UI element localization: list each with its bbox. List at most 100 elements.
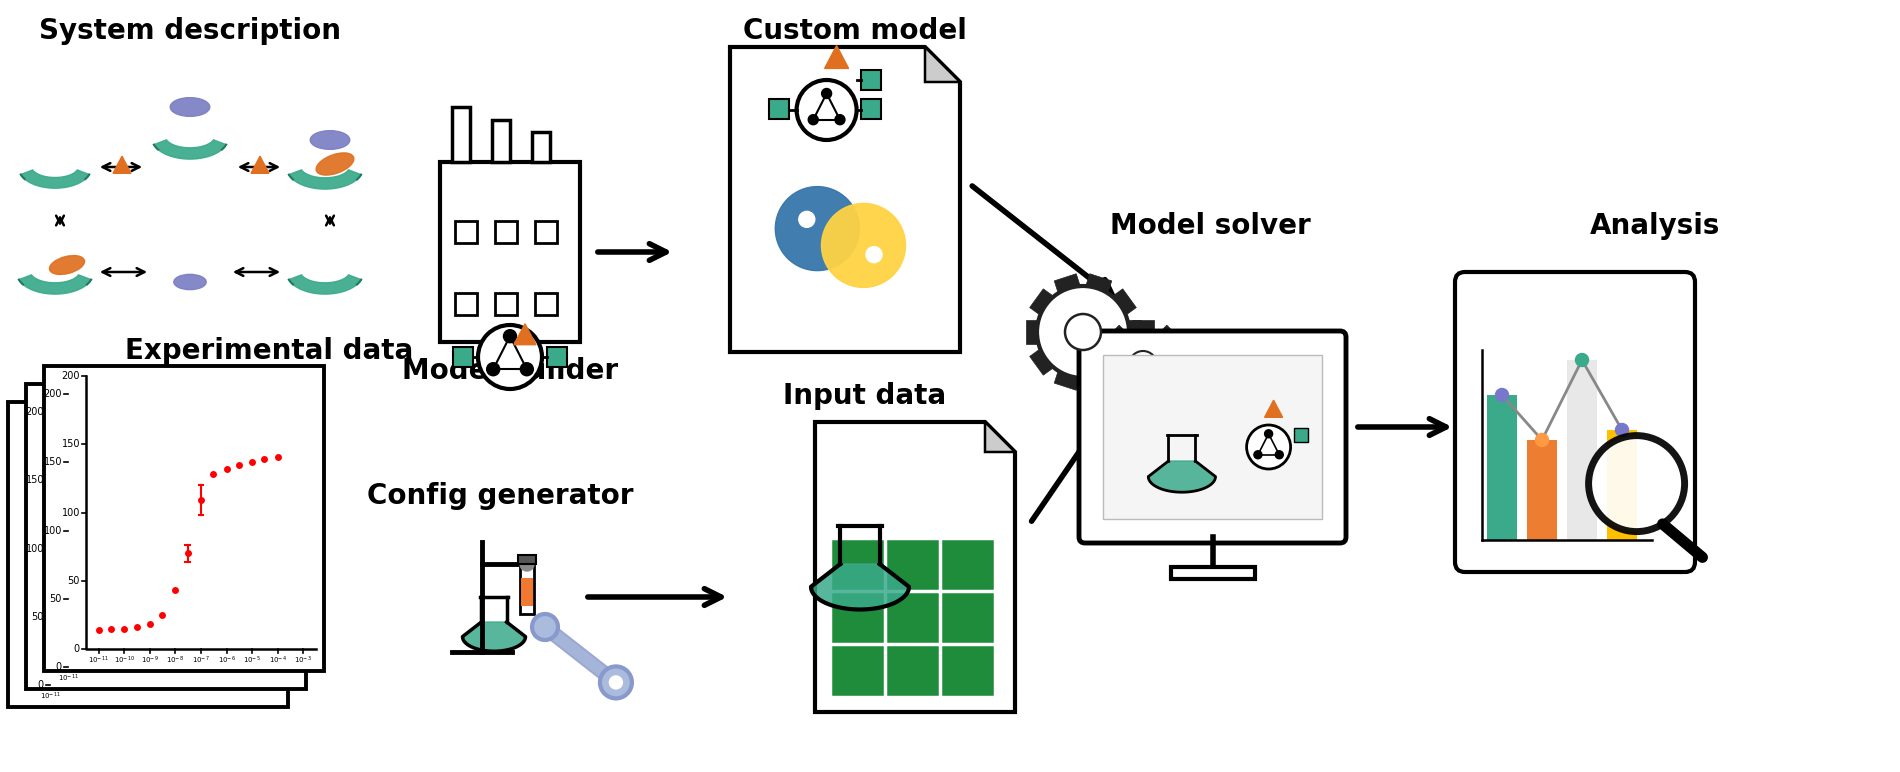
- Text: 0: 0: [38, 680, 44, 690]
- Circle shape: [1588, 435, 1685, 532]
- Text: 50: 50: [68, 576, 80, 586]
- Text: 50: 50: [32, 611, 44, 621]
- Text: $10^{-7}$: $10^{-7}$: [192, 655, 209, 666]
- Text: 50: 50: [49, 594, 63, 604]
- Text: $10^{-11}$: $10^{-11}$: [89, 655, 108, 666]
- FancyBboxPatch shape: [44, 366, 325, 671]
- Text: 150: 150: [61, 439, 80, 449]
- Circle shape: [521, 363, 534, 376]
- Bar: [496, 293, 517, 315]
- Polygon shape: [289, 170, 361, 189]
- Polygon shape: [825, 46, 849, 69]
- Bar: [454, 221, 477, 243]
- Text: $10^{-6}$: $10^{-6}$: [218, 655, 236, 666]
- Polygon shape: [730, 47, 960, 352]
- Polygon shape: [1161, 325, 1184, 347]
- Text: Input data: Input data: [783, 382, 946, 410]
- Text: Analysis: Analysis: [1590, 212, 1720, 240]
- Polygon shape: [21, 170, 89, 188]
- Bar: [861, 70, 880, 90]
- Circle shape: [608, 676, 623, 689]
- Text: $10^{-10}$: $10^{-10}$: [114, 655, 135, 666]
- Bar: [770, 99, 788, 119]
- Bar: [885, 644, 940, 697]
- Text: $10^{-11}$: $10^{-11}$: [57, 673, 78, 684]
- Polygon shape: [1265, 400, 1282, 418]
- Text: Model solver: Model solver: [1110, 212, 1311, 240]
- Bar: [861, 99, 880, 119]
- Polygon shape: [251, 156, 270, 173]
- Text: 200: 200: [25, 407, 44, 417]
- Polygon shape: [1132, 401, 1155, 410]
- Circle shape: [1265, 430, 1273, 438]
- Bar: [830, 537, 885, 591]
- Polygon shape: [462, 622, 526, 652]
- Text: 0: 0: [55, 662, 63, 672]
- Circle shape: [796, 80, 857, 140]
- Circle shape: [1037, 286, 1129, 378]
- Polygon shape: [984, 422, 1015, 452]
- Polygon shape: [19, 275, 91, 294]
- Circle shape: [479, 325, 542, 389]
- Bar: [1528, 440, 1556, 540]
- Text: 200: 200: [44, 389, 63, 399]
- Circle shape: [834, 115, 846, 125]
- Bar: [454, 293, 477, 315]
- Polygon shape: [1132, 320, 1155, 329]
- Bar: [521, 564, 534, 614]
- Circle shape: [775, 187, 859, 271]
- FancyBboxPatch shape: [1079, 331, 1345, 543]
- Circle shape: [821, 89, 832, 99]
- Bar: [1607, 430, 1638, 540]
- Text: 150: 150: [25, 476, 44, 486]
- Polygon shape: [1087, 372, 1112, 391]
- Circle shape: [521, 557, 534, 571]
- Polygon shape: [811, 564, 908, 609]
- FancyBboxPatch shape: [27, 384, 306, 689]
- Bar: [536, 293, 557, 315]
- Polygon shape: [1113, 289, 1136, 314]
- Polygon shape: [1098, 354, 1108, 376]
- Polygon shape: [1148, 461, 1216, 493]
- Ellipse shape: [171, 97, 209, 117]
- Bar: [1488, 395, 1516, 540]
- FancyBboxPatch shape: [1455, 272, 1695, 572]
- Polygon shape: [1161, 382, 1184, 405]
- Circle shape: [1129, 351, 1157, 379]
- Circle shape: [1254, 451, 1262, 459]
- Polygon shape: [925, 47, 960, 82]
- Polygon shape: [1129, 320, 1140, 344]
- Bar: [1170, 567, 1254, 579]
- Polygon shape: [1030, 289, 1053, 314]
- Circle shape: [821, 203, 906, 287]
- Polygon shape: [289, 275, 361, 294]
- Bar: [940, 591, 996, 644]
- Circle shape: [1615, 424, 1628, 436]
- Bar: [830, 591, 885, 644]
- Polygon shape: [1087, 274, 1112, 292]
- Circle shape: [1575, 354, 1588, 367]
- Polygon shape: [154, 140, 226, 159]
- Text: $10^{-9}$: $10^{-9}$: [141, 655, 160, 666]
- Bar: [885, 537, 940, 591]
- Text: Model builder: Model builder: [403, 357, 618, 385]
- Polygon shape: [515, 323, 536, 345]
- Text: 200: 200: [61, 371, 80, 381]
- Circle shape: [1495, 388, 1509, 401]
- Bar: [492, 120, 509, 162]
- Circle shape: [1246, 425, 1290, 469]
- Polygon shape: [1180, 354, 1188, 376]
- Text: 150: 150: [44, 457, 63, 467]
- Text: 100: 100: [61, 507, 80, 517]
- Bar: [1104, 355, 1322, 519]
- Polygon shape: [815, 422, 1015, 712]
- Text: $10^{-8}$: $10^{-8}$: [167, 655, 184, 666]
- Text: Config generator: Config generator: [367, 482, 633, 510]
- Bar: [940, 537, 996, 591]
- Bar: [547, 347, 566, 367]
- Polygon shape: [1104, 325, 1125, 347]
- Circle shape: [808, 115, 819, 125]
- Polygon shape: [1026, 320, 1037, 344]
- Bar: [452, 107, 469, 162]
- Circle shape: [866, 246, 882, 262]
